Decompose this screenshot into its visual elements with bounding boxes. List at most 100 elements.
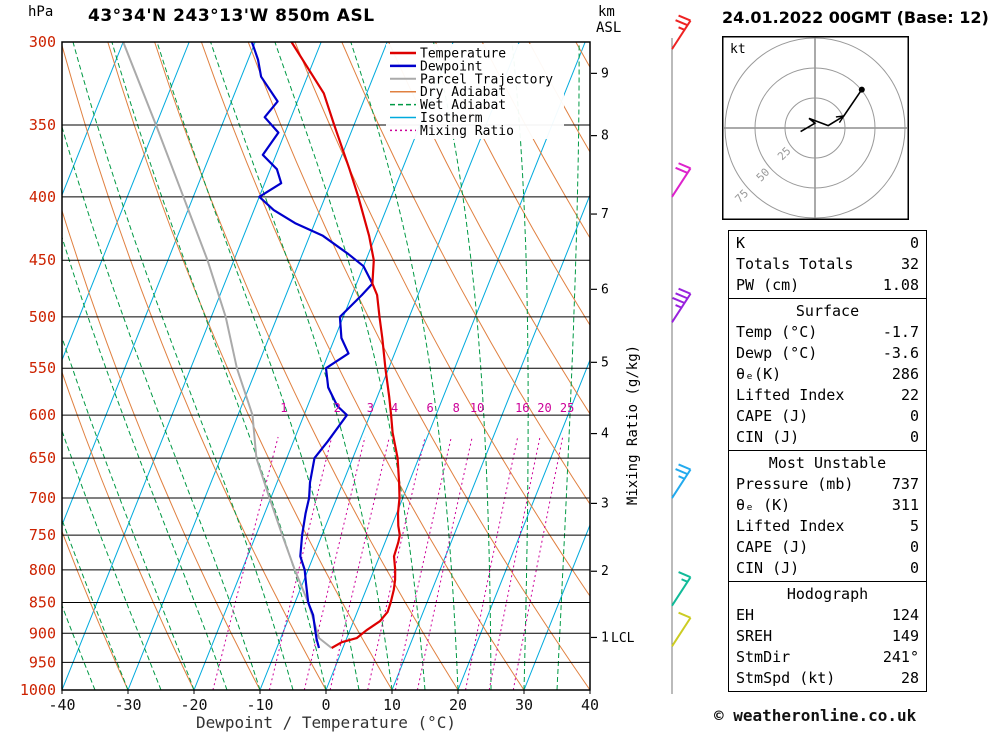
isotherm-line	[193, 42, 454, 690]
isotherm-line	[457, 358, 590, 690]
mixing-ratio-axis-label: Mixing Ratio (g/kg)	[625, 345, 641, 505]
chart-datetime: 24.01.2022 00GMT (Base: 12)	[722, 8, 989, 27]
wind-barb-full	[675, 292, 688, 300]
pressure-tick-label: 600	[29, 406, 56, 424]
indices-tables: K 0 Totals Totals 32 PW (cm) 1.08 Surface Temp …	[728, 230, 927, 692]
dry-adiabat-line	[200, 42, 525, 690]
mixing-ratio-line	[416, 436, 473, 690]
isotherm-line	[62, 42, 124, 197]
table-row-label: Dewp (°C)	[736, 344, 818, 362]
pressure-tick-label: 300	[29, 33, 56, 51]
pressure-tick-label: 400	[29, 188, 56, 206]
mixing-ratio-line	[367, 436, 426, 690]
table-row: CIN (J) 0	[729, 558, 926, 579]
table-header: Most Unstable	[768, 454, 887, 472]
table-row-value: -3.6	[882, 344, 919, 362]
lcl-label: LCL	[611, 631, 635, 646]
mixing-ratio-value-label: 2	[334, 401, 341, 415]
table-row-value: 311	[891, 496, 919, 514]
table-row-label: CIN (J)	[736, 559, 800, 577]
wind-barb-full	[678, 162, 691, 170]
indices-table: K 0 Totals Totals 32 PW (cm) 1.08	[728, 230, 927, 299]
wind-barb	[671, 611, 692, 647]
indices-table: Surface Temp (°C) -1.7 Dewp (°C) -3.6 θₑ(K) 28…	[728, 298, 927, 451]
table-row: CIN (J) 0	[729, 427, 926, 448]
table-row-label: Pressure (mb)	[736, 475, 854, 493]
wind-barb	[671, 571, 692, 607]
wind-barb	[671, 463, 692, 499]
table-row-value: 28	[900, 669, 919, 687]
mixing-ratio-line	[488, 436, 541, 690]
pressure-tick-label: 950	[29, 653, 56, 671]
wind-barb-full	[675, 166, 688, 174]
temp-tick-label: -10	[246, 696, 273, 714]
copyright-link[interactable]: © weatheronline.co.uk	[714, 706, 917, 725]
dry-adiabat-line	[62, 530, 129, 690]
table-row: Temp (°C) -1.7	[729, 322, 926, 343]
table-row-label: Totals Totals	[736, 255, 854, 273]
table-row: Lifted Index 5	[729, 516, 926, 537]
legend-label: Mixing Ratio	[420, 124, 514, 139]
table-row-value: 0	[909, 559, 919, 577]
hodograph-unit-label: kt	[730, 42, 746, 57]
table-row-value: 0	[909, 538, 919, 556]
temp-tick-label: 40	[581, 696, 599, 714]
table-row: Pressure (mb) 737	[729, 474, 926, 495]
pressure-axis-unit-label: hPa	[28, 4, 53, 20]
wind-barb-half	[675, 304, 682, 309]
mixing-ratio-line	[465, 436, 519, 690]
table-row-label: CIN (J)	[736, 428, 800, 446]
km-tick-label: 4	[601, 427, 609, 442]
pressure-tick-label: 350	[29, 116, 56, 134]
table-row-value: 286	[891, 365, 919, 383]
wind-barb-full	[678, 287, 691, 295]
km-axis-unit-label: km	[598, 4, 615, 20]
wind-barb-staff	[671, 468, 692, 499]
legend-label: Dewpoint	[420, 59, 483, 74]
dry-adiabat-line	[481, 42, 590, 239]
temp-tick-label: -40	[48, 696, 75, 714]
table-row-value: 124	[891, 606, 919, 624]
wind-barb-full	[678, 571, 691, 579]
isotherm-line	[62, 42, 256, 527]
mixing-ratio-value-label: 6	[427, 401, 434, 415]
mixing-ratio-line	[212, 436, 279, 690]
wet-adiabat-line	[62, 429, 162, 690]
isotherm-line	[523, 523, 590, 690]
pressure-tick-label: 800	[29, 561, 56, 579]
wet-adiabat-line	[350, 42, 459, 690]
pressure-tick-label: 500	[29, 308, 56, 326]
table-row-label: StmDir	[736, 648, 791, 666]
pressure-tick-label: 900	[29, 624, 56, 642]
km-tick-label: 9	[601, 66, 609, 81]
legend-label: Dry Adiabat	[420, 85, 506, 100]
sounding-curves	[122, 42, 401, 649]
background-lines	[62, 42, 590, 690]
mixing-ratio-line	[329, 436, 390, 690]
km-tick-label: 5	[601, 355, 609, 370]
hodograph-ring	[784, 97, 846, 159]
table-row-value: 0	[909, 234, 919, 252]
legend-label: Wet Adiabat	[420, 98, 506, 113]
wet-adiabat-line	[511, 42, 529, 690]
wind-barb-staff	[671, 20, 692, 50]
table-row-value: 1.08	[882, 276, 919, 294]
mixing-ratio-value-label: 25	[560, 401, 574, 415]
dry-adiabat-line	[341, 42, 590, 506]
table-row-label: K	[736, 234, 746, 252]
isotherm-line	[391, 193, 590, 690]
wind-barb-staff	[671, 576, 692, 607]
legend-label: Isotherm	[420, 111, 483, 126]
temp-tick-label: 20	[449, 696, 467, 714]
hodograph-arrowhead	[838, 115, 845, 123]
km-tick-label: 1	[601, 630, 609, 645]
wind-barb-full	[678, 463, 691, 471]
temp-tick-label: 0	[321, 696, 330, 714]
km-tick-label: 3	[601, 496, 609, 511]
pressure-tick-label: 700	[29, 489, 56, 507]
temp-tick-label: -20	[180, 696, 207, 714]
table-row: Lifted Index 22	[729, 385, 926, 406]
